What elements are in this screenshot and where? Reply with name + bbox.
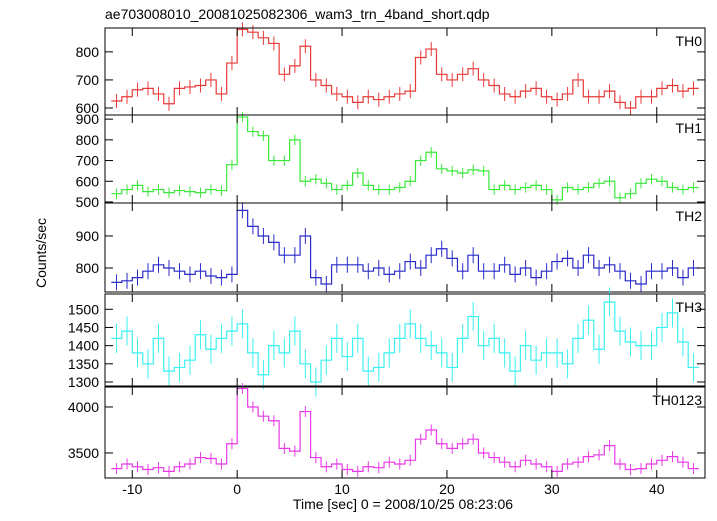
y-tick-label: 600: [76, 100, 100, 116]
step-line: [111, 301, 699, 383]
y-tick-label: 1400: [68, 338, 99, 354]
x-tick-label: 0: [233, 481, 241, 497]
y-tick-label: 1450: [68, 319, 99, 335]
panel-label: TH2: [676, 208, 703, 224]
panel-frame: [104, 386, 706, 479]
y-tick-label: 3500: [68, 445, 99, 461]
x-tick-label: 30: [544, 481, 560, 497]
panel-label: TH1: [676, 120, 703, 136]
x-tick-label: 20: [439, 481, 455, 497]
step-line: [111, 387, 699, 472]
y-tick-label: 900: [76, 228, 100, 244]
x-tick-label: 40: [649, 481, 665, 497]
x-tick-label: -10: [122, 481, 142, 497]
step-line: [111, 28, 699, 109]
panel-label: TH3: [676, 299, 703, 315]
y-tick-label: 800: [76, 260, 100, 276]
panel-frame: [104, 202, 706, 293]
step-line: [111, 116, 699, 201]
x-tick-label: 10: [334, 481, 350, 497]
y-tick-label: 1350: [68, 356, 99, 372]
y-tick-label: 800: [76, 132, 100, 148]
x-axis-label: Time [sec] 0 = 2008/10/25 08:23:06: [293, 496, 513, 512]
panel-label: TH0123: [652, 392, 702, 408]
y-tick-label: 700: [76, 72, 100, 88]
y-tick-label: 4000: [68, 399, 99, 415]
panel-label: TH0: [676, 33, 703, 49]
y-axis-label: Counts/sec: [33, 218, 49, 288]
step-line: [111, 209, 699, 285]
y-tick-label: 900: [76, 111, 100, 127]
y-tick-label: 1300: [68, 374, 99, 390]
y-tick-label: 500: [76, 194, 100, 210]
y-tick-label: 600: [76, 173, 100, 189]
y-tick-label: 800: [76, 44, 100, 60]
y-tick-label: 1500: [68, 301, 99, 317]
panel-frame: [104, 293, 706, 387]
y-tick-label: 700: [76, 153, 100, 169]
chart-title: ae703008010_20081025082306_wam3_trn_4ban…: [105, 6, 490, 22]
